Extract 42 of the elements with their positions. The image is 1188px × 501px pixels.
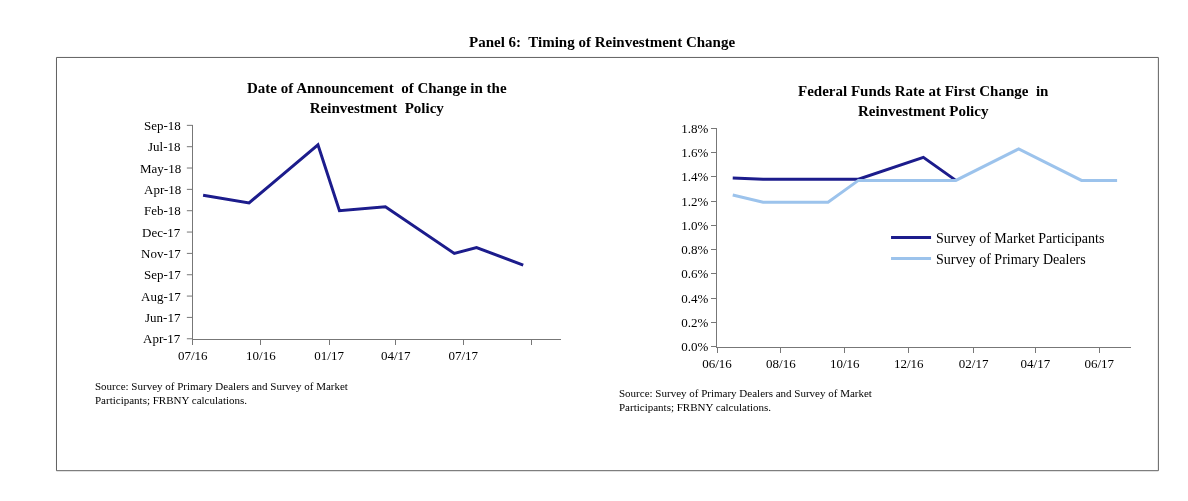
text: Feb-18 <box>144 203 181 218</box>
text: Nov-17 <box>141 246 182 261</box>
y-tick-label: 0.4% <box>681 290 709 306</box>
y-tick-label: 0.0% <box>681 339 709 355</box>
line-series <box>731 155 958 182</box>
chart-title: Federal Funds Rate at First Change in Reinvestment Policy <box>798 83 1050 119</box>
x-tick-label: 10/16 <box>246 348 277 364</box>
x-tick-label: 01/17 <box>314 348 345 364</box>
y-tick-label: 0.2% <box>681 314 709 330</box>
legend-label: Survey of Market Participants <box>936 230 1105 246</box>
x-tick-label: 12/16 <box>893 356 924 372</box>
x-tick-label: 04/17 <box>1020 356 1051 372</box>
x-tick-label: 07/17 <box>448 348 479 364</box>
text: Dec-17 <box>142 225 181 240</box>
x-tick-label: 02/17 <box>958 356 989 372</box>
text: Apr-18 <box>144 182 182 197</box>
x-tick-label: 08/16 <box>766 356 797 372</box>
text: May-18 <box>140 161 182 176</box>
y-tick-label: 1.6% <box>681 145 709 161</box>
y-tick-label: 0.8% <box>681 242 709 258</box>
text: Aug-17 <box>141 289 182 304</box>
x-tick-label: 06/16 <box>702 356 733 372</box>
y-tick-label: 1.4% <box>681 169 709 185</box>
x-tick-label: 04/17 <box>380 348 412 364</box>
x-tick-label: 10/16 <box>829 356 861 372</box>
chart-title: Date of Announcement of Change in the Reinvestment Policy <box>247 80 507 116</box>
legend-label: Survey of Primary Dealers <box>936 252 1086 268</box>
text: Sep-18 <box>144 118 181 133</box>
line-series <box>731 147 1119 204</box>
source-note: Source: Survey of Primary Dealers and Survey of Market Participants; FRBNY calculations. <box>95 380 348 407</box>
y-tick-label: 1.2% <box>681 193 709 209</box>
y-tick-label: 1.0% <box>681 217 709 233</box>
y-tick-label: 1.8% <box>681 120 709 136</box>
text: Apr-17 <box>143 331 181 346</box>
text: Panel 6: Timing of Reinvestment Change <box>469 34 736 50</box>
text: Jul-18 <box>148 139 181 154</box>
text: Sep-17 <box>144 267 182 282</box>
x-tick-label: 07/16 <box>177 348 209 364</box>
x-tick-label: 06/17 <box>1084 356 1115 372</box>
y-tick-label: 0.6% <box>681 266 709 282</box>
text: Jun-17 <box>145 310 181 325</box>
source-note: Source: Survey of Primary Dealers and Survey of Market Participants; FRBNY calculations. <box>619 387 872 414</box>
